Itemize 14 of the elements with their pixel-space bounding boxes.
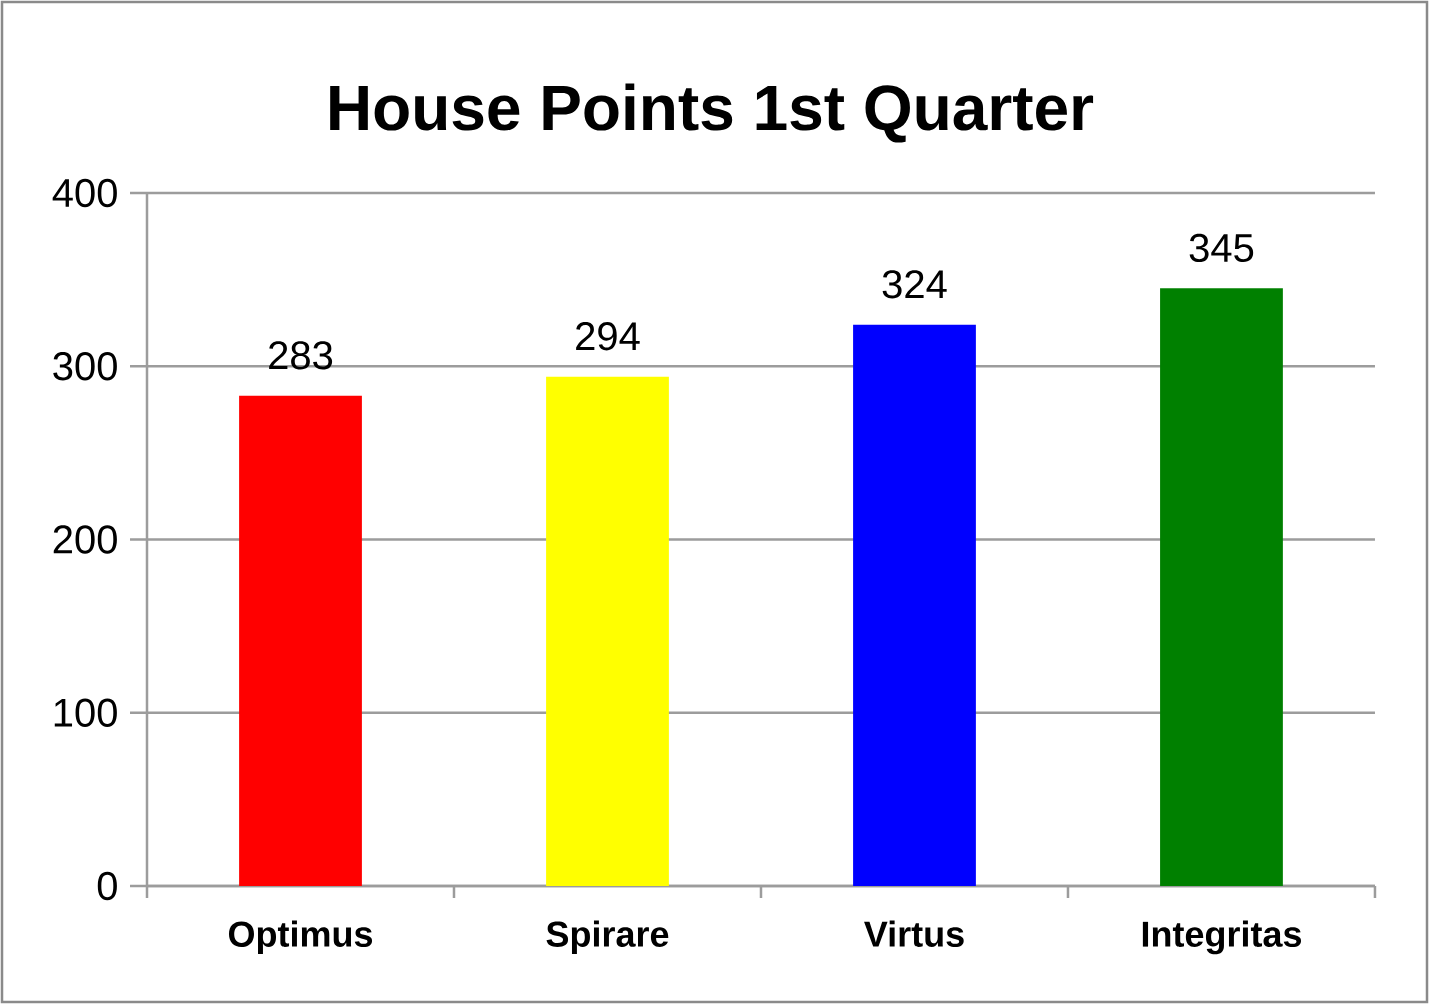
y-tick-label: 100 <box>54 698 117 727</box>
data-label: 345 <box>1189 233 1254 263</box>
chart-title: House Points 1st Quarter <box>330 83 1094 143</box>
x-tick-label: Optimus <box>228 920 373 955</box>
y-tick-label: 0 <box>97 871 117 901</box>
y-tick-label: 400 <box>52 178 117 208</box>
x-tick-label: Virtus <box>864 920 964 947</box>
data-label: 283 <box>269 341 333 370</box>
data-label: 294 <box>576 322 640 351</box>
x-tick-label: Spirare <box>546 920 669 955</box>
y-tick-label: 200 <box>53 525 117 554</box>
y-tick-label: 300 <box>53 352 117 381</box>
data-label: 324 <box>882 270 947 299</box>
x-tick-label: Integritas <box>1142 920 1302 955</box>
